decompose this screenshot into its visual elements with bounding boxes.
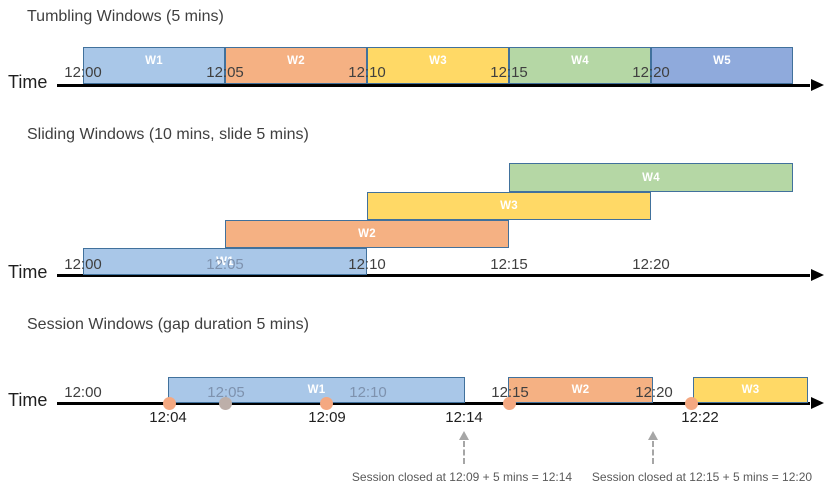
window-label: W2 <box>571 384 590 396</box>
session-time-axis <box>57 402 810 405</box>
event-dot <box>219 397 232 410</box>
sliding-tick-1215: 12:15 <box>490 256 528 273</box>
tumbling-window-w4: W4 <box>509 47 651 84</box>
tumbling-section-title: Tumbling Windows (5 mins) <box>27 8 224 25</box>
event-dot <box>503 397 516 410</box>
session-tick-1200: 12:00 <box>64 384 102 401</box>
sliding-tick-1205: 12:05 <box>206 256 244 273</box>
window-label: W1 <box>145 55 163 67</box>
event-dot <box>685 397 698 410</box>
tumbling-window-w2: W2 <box>225 47 367 84</box>
sliding-window-w3: W3 <box>367 192 651 220</box>
session-tick-1215: 12:15 <box>491 384 529 401</box>
sliding-time-axis-label: Time <box>8 262 48 282</box>
window-label: W3 <box>500 200 518 212</box>
sliding-axis-arrowhead-icon <box>811 269 824 281</box>
sliding-section-title: Sliding Windows (10 mins, slide 5 mins) <box>27 126 309 143</box>
window-label: W2 <box>358 228 376 240</box>
sliding-tick-1220: 12:20 <box>632 256 670 273</box>
tumbling-time-axis-label: Time <box>8 72 48 92</box>
tumbling-window-w1: W1 <box>83 47 225 84</box>
session-window-w2: W2 <box>508 377 653 403</box>
tumbling-time-axis <box>57 84 810 87</box>
tumbling-tick-1200: 12:00 <box>64 64 102 81</box>
session-tick-1220: 12:20 <box>635 384 673 401</box>
sliding-tick-1200: 12:00 <box>64 256 102 273</box>
event-dot <box>163 397 176 410</box>
annotation-arrow-icon <box>648 431 658 440</box>
session-window-w3: W3 <box>693 377 808 403</box>
annotation-arrow-icon <box>459 431 469 440</box>
session-closed-annotation-1: Session closed at 12:09 + 5 mins = 12:14 <box>351 470 573 484</box>
session-time-axis-label: Time <box>8 390 48 410</box>
annotation-arrow-line <box>463 441 465 464</box>
sliding-window-w4: W4 <box>509 163 793 192</box>
window-label: W3 <box>429 55 447 67</box>
window-label: W1 <box>216 255 234 268</box>
sliding-tick-1210: 12:10 <box>348 256 386 273</box>
session-axis-arrowhead-icon <box>811 397 824 409</box>
tumbling-tick-1220: 12:20 <box>632 64 670 81</box>
tumbling-tick-1205: 12:05 <box>206 64 244 81</box>
window-label: W4 <box>571 55 589 67</box>
session-section-title: Session Windows (gap duration 5 mins) <box>27 316 309 333</box>
window-label: W4 <box>642 171 660 184</box>
session-closed-annotation-2: Session closed at 12:15 + 5 mins = 12:20 <box>591 470 813 484</box>
event-time-1204: 12:04 <box>149 409 187 426</box>
tumbling-axis-arrowhead-icon <box>811 79 824 91</box>
session-tick-1205: 12:05 <box>207 384 245 401</box>
event-time-1222: 12:22 <box>681 409 719 426</box>
tumbling-tick-1215: 12:15 <box>490 64 528 81</box>
event-dot <box>320 397 333 410</box>
tumbling-tick-1210: 12:10 <box>348 64 386 81</box>
window-label: W3 <box>741 384 760 396</box>
session-window-w1: W1 <box>168 377 465 403</box>
event-time-1209: 12:09 <box>308 409 346 426</box>
window-label: W5 <box>713 55 731 67</box>
sliding-time-axis <box>57 274 810 277</box>
tumbling-window-w5: W5 <box>651 47 793 84</box>
sliding-window-w2: W2 <box>225 220 509 248</box>
close-time-1214: 12:14 <box>445 409 483 426</box>
session-tick-1210: 12:10 <box>349 384 387 401</box>
window-label: W1 <box>307 384 326 396</box>
tumbling-window-w3: W3 <box>367 47 509 84</box>
sliding-window-w1: W1 <box>83 248 367 275</box>
window-label: W2 <box>287 55 305 67</box>
annotation-arrow-line <box>652 441 654 464</box>
